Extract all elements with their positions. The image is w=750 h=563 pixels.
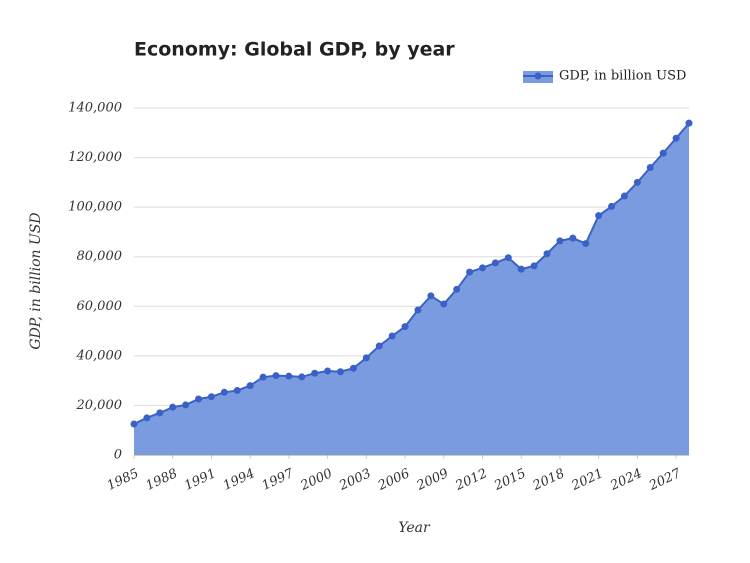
y-tick-label: 60,000 <box>77 299 123 314</box>
area <box>134 123 689 455</box>
point <box>543 250 551 258</box>
legend-marker <box>534 72 542 80</box>
point <box>672 134 680 142</box>
x-tick-label: 1988 <box>144 466 180 494</box>
point <box>530 262 538 270</box>
y-tick-label: 0 <box>114 448 122 463</box>
point <box>504 254 512 262</box>
point <box>388 332 396 340</box>
x-tick-label: 1985 <box>105 466 141 494</box>
x-tick-label: 2012 <box>452 466 489 494</box>
point <box>362 354 370 362</box>
y-tick-label: 100,000 <box>68 200 122 215</box>
point <box>427 292 435 300</box>
point <box>169 403 177 411</box>
y-axis-title: GDP, in billion USD <box>28 212 44 349</box>
x-tick-label: 2018 <box>530 466 567 494</box>
x-tick-label: 2006 <box>375 466 412 494</box>
point <box>207 393 215 401</box>
point <box>466 268 474 276</box>
point <box>595 212 603 220</box>
point <box>220 388 228 396</box>
legend-label: GDP, in billion USD <box>559 69 686 84</box>
y-tick-label: 40,000 <box>76 348 123 363</box>
point <box>130 420 138 428</box>
x-tick-label: 2009 <box>414 466 451 494</box>
x-tick-label: 1997 <box>260 466 297 494</box>
y-tick-label: 120,000 <box>68 150 122 165</box>
y-tick-label: 20,000 <box>76 398 123 413</box>
point <box>182 401 190 409</box>
x-tick-label: 2003 <box>336 466 373 494</box>
point <box>659 149 667 157</box>
point <box>259 373 267 381</box>
chart-title: Economy: Global GDP, by year <box>134 39 455 61</box>
point <box>569 234 577 242</box>
point <box>375 342 383 350</box>
point <box>478 264 486 272</box>
point <box>246 382 254 390</box>
point <box>556 237 564 245</box>
x-tick-label: 1994 <box>221 466 257 494</box>
point <box>582 240 590 248</box>
point <box>685 119 693 127</box>
point <box>401 323 409 331</box>
x-tick-label: 2015 <box>491 466 528 494</box>
x-tick-label: 2000 <box>298 466 335 494</box>
point <box>156 409 164 417</box>
point <box>272 372 280 380</box>
point <box>311 369 319 377</box>
point <box>414 306 422 314</box>
point <box>517 265 525 273</box>
x-tick-label: 2027 <box>646 466 684 494</box>
point <box>233 387 241 395</box>
point <box>349 364 357 372</box>
point <box>646 163 654 171</box>
point <box>337 368 345 376</box>
y-tick-label: 80,000 <box>77 249 123 264</box>
x-tick-label: 2024 <box>607 466 644 494</box>
y-tick-label: 140,000 <box>68 101 122 116</box>
point <box>491 259 499 267</box>
x-tick-label: 1991 <box>182 466 218 494</box>
point <box>298 373 306 381</box>
point <box>608 202 616 210</box>
point <box>285 372 293 380</box>
point <box>195 395 203 403</box>
point <box>440 300 448 308</box>
point <box>633 178 641 186</box>
point <box>453 285 461 293</box>
point <box>143 414 151 422</box>
point <box>324 367 332 375</box>
point <box>620 192 628 200</box>
x-axis-title: Year <box>398 520 431 536</box>
x-tick-label: 2021 <box>569 466 606 494</box>
